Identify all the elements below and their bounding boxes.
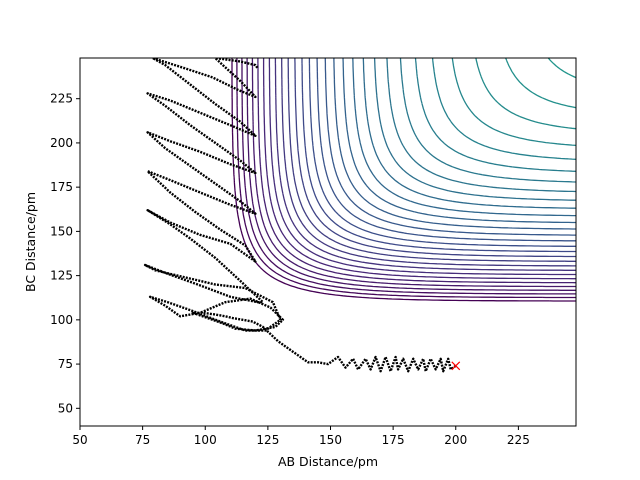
contour-level — [505, 58, 576, 109]
contour-level — [333, 58, 576, 230]
contour-level — [386, 58, 576, 193]
x-tick-label: 100 — [194, 433, 217, 447]
plot-frame — [79, 57, 577, 427]
contour-level — [241, 58, 576, 295]
trajectory-series — [143, 58, 457, 373]
contour-level — [301, 58, 576, 253]
x-axis-ticks: 50 75 100 125 150 175 200 225 — [72, 426, 530, 447]
y-tick-label: 225 — [50, 92, 73, 106]
contour-level — [281, 58, 576, 267]
contour-level — [324, 58, 576, 236]
contour-level — [287, 58, 576, 262]
x-tick-label: 175 — [382, 433, 405, 447]
contour-level — [316, 58, 576, 242]
contour-level — [268, 58, 576, 276]
contour-level — [257, 58, 576, 284]
marker-series — [451, 361, 461, 371]
contour-level — [547, 58, 576, 79]
x-tick-label: 50 — [72, 433, 87, 447]
contour-level — [414, 58, 576, 172]
contour-level — [431, 58, 576, 160]
contour-level — [362, 58, 576, 209]
contour-level — [308, 58, 576, 247]
contour-level — [251, 58, 576, 288]
contour-level — [294, 58, 576, 258]
contour-level — [352, 58, 576, 217]
x-tick-label: 200 — [444, 433, 467, 447]
y-tick-label: 75 — [58, 357, 73, 371]
x-tick-label: 75 — [135, 433, 150, 447]
x-axis-label: AB Distance/pm — [278, 454, 378, 469]
contour-level — [274, 58, 576, 271]
contour-lines — [231, 58, 576, 302]
y-tick-label: 125 — [50, 269, 73, 283]
y-tick-label: 150 — [50, 224, 73, 238]
y-axis-ticks: 50 75 100 125 150 175 200 225 — [50, 92, 80, 415]
y-axis-label: BC Distance/pm — [23, 192, 38, 292]
contour-level — [246, 58, 576, 291]
contour-level — [342, 58, 576, 224]
x-tick-label: 125 — [256, 433, 279, 447]
x-tick-label: 225 — [507, 433, 530, 447]
contour-level — [262, 58, 576, 280]
contour-level — [451, 58, 576, 147]
x-tick-label: 150 — [319, 433, 342, 447]
trajectory-line — [143, 58, 457, 373]
start-marker — [451, 361, 461, 371]
y-tick-label: 100 — [50, 313, 73, 327]
contour-level — [475, 58, 576, 130]
y-tick-label: 50 — [58, 401, 73, 415]
y-tick-label: 200 — [50, 136, 73, 150]
plot-area — [80, 58, 576, 426]
contour-level — [399, 58, 576, 183]
contour-level — [373, 58, 576, 201]
y-tick-label: 175 — [50, 180, 73, 194]
